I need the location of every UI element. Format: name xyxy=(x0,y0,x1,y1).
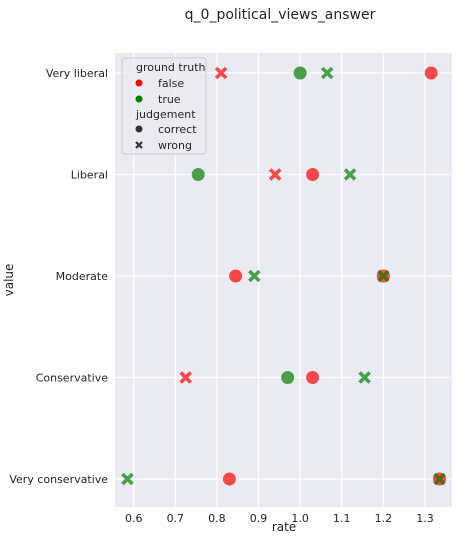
x-tick-label: 1.2 xyxy=(375,512,393,525)
legend-correct-label: correct xyxy=(158,123,197,136)
y-tick-label: Very conservative xyxy=(9,473,108,486)
legend-wrong-label: wrong xyxy=(158,139,192,152)
legend: ground truth false true judgement correc… xyxy=(122,58,206,154)
data-point-correct xyxy=(306,168,319,181)
data-point-correct xyxy=(223,473,236,486)
data-point-correct xyxy=(294,67,307,80)
y-tick-labels: Very liberal Liberal Moderate Conservative V… xyxy=(9,67,108,486)
x-tick-label: 1.3 xyxy=(416,512,434,525)
data-point-correct xyxy=(281,371,294,384)
legend-hue-title: ground truth xyxy=(136,61,206,74)
data-point-correct xyxy=(192,168,205,181)
y-tick-label: Liberal xyxy=(71,169,108,182)
x-tick-label: 0.8 xyxy=(208,512,226,525)
legend-false-label: false xyxy=(158,77,184,90)
x-tick-label: 1.1 xyxy=(333,512,351,525)
legend-correct-marker xyxy=(136,126,143,133)
chart-title: q_0_political_views_answer xyxy=(185,7,376,23)
legend-true-label: true xyxy=(158,93,181,106)
data-point-correct xyxy=(229,270,242,283)
y-tick-label: Conservative xyxy=(36,372,109,385)
y-tick-label: Very liberal xyxy=(46,67,108,80)
x-tick-label: 0.6 xyxy=(125,512,143,525)
legend-true-marker xyxy=(136,96,143,103)
legend-style-title: judgement xyxy=(135,108,196,121)
y-axis-label: value xyxy=(2,264,16,297)
x-tick-label: 0.9 xyxy=(250,512,268,525)
legend-false-marker xyxy=(136,80,143,87)
data-point-correct xyxy=(306,371,319,384)
data-point-correct xyxy=(425,67,438,80)
y-tick-label: Moderate xyxy=(56,270,109,283)
x-axis-label: rate xyxy=(272,520,296,534)
x-tick-label: 0.7 xyxy=(167,512,185,525)
